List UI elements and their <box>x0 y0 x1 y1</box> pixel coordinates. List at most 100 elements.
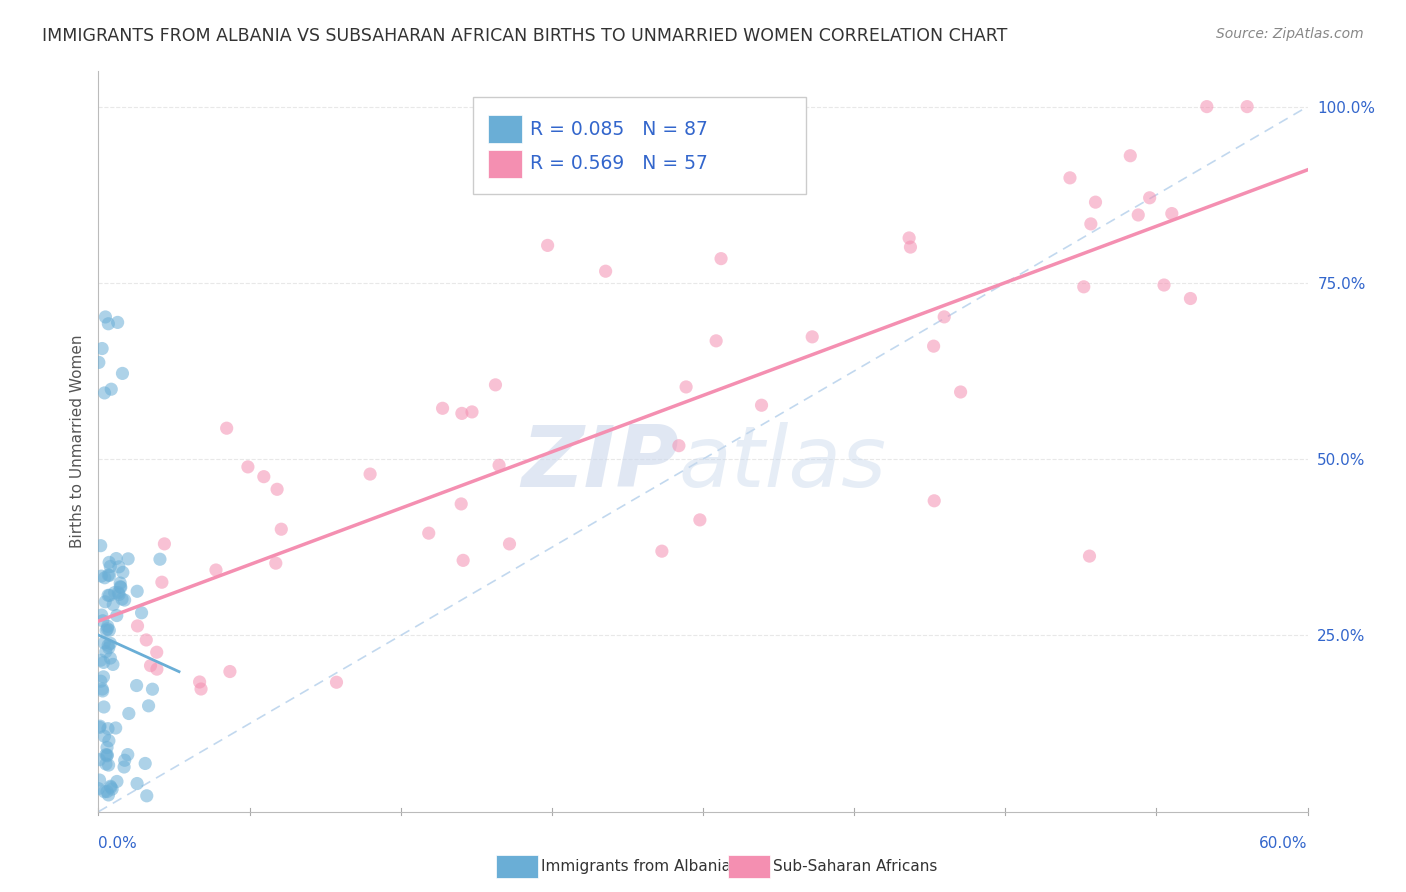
Point <box>105 551 128 566</box>
Point <box>236 459 259 474</box>
Point <box>675 380 697 394</box>
Point <box>1195 100 1218 114</box>
Point <box>112 760 135 774</box>
Point <box>111 367 134 381</box>
Point <box>91 342 114 356</box>
Point <box>135 632 157 647</box>
Point <box>94 645 117 659</box>
Point <box>93 656 115 670</box>
Point <box>97 788 120 802</box>
FancyBboxPatch shape <box>474 97 806 194</box>
Point <box>87 781 110 796</box>
Text: 0.0%: 0.0% <box>98 837 138 851</box>
Point <box>93 670 115 684</box>
Point <box>451 406 474 420</box>
Point <box>145 645 167 659</box>
Point <box>651 544 673 558</box>
Point <box>96 748 118 763</box>
Point <box>484 377 506 392</box>
Text: R = 0.569   N = 57: R = 0.569 N = 57 <box>530 154 709 173</box>
Point <box>94 756 117 771</box>
Point <box>87 355 110 369</box>
Point <box>689 513 711 527</box>
Point <box>450 497 472 511</box>
Y-axis label: Births to Unmarried Women: Births to Unmarried Women <box>69 334 84 549</box>
Point <box>139 658 162 673</box>
Point <box>108 559 131 574</box>
Point <box>149 552 172 566</box>
Point <box>93 385 115 400</box>
Point <box>751 398 773 412</box>
Point <box>98 588 121 602</box>
Point <box>949 384 972 399</box>
FancyBboxPatch shape <box>488 150 522 178</box>
Point <box>108 587 131 601</box>
Point <box>91 684 114 698</box>
Point <box>253 469 276 483</box>
Point <box>461 405 484 419</box>
Point <box>96 784 118 798</box>
Point <box>131 606 153 620</box>
Point <box>107 315 129 329</box>
Point <box>153 537 176 551</box>
Text: R = 0.085   N = 87: R = 0.085 N = 87 <box>530 120 709 138</box>
Point <box>93 729 115 743</box>
Point <box>325 675 347 690</box>
Point <box>498 537 520 551</box>
FancyBboxPatch shape <box>488 115 522 144</box>
Point <box>98 559 121 574</box>
Point <box>97 588 120 602</box>
Point <box>1180 292 1202 306</box>
Point <box>94 624 117 638</box>
Point <box>89 772 111 787</box>
Point <box>134 756 156 771</box>
Point <box>94 595 117 609</box>
Point <box>96 622 118 636</box>
Point <box>1153 278 1175 293</box>
Point <box>94 747 117 762</box>
Point <box>1078 549 1101 563</box>
Point <box>114 593 136 607</box>
Text: Sub-Saharan Africans: Sub-Saharan Africans <box>773 859 938 873</box>
Point <box>1084 195 1107 210</box>
Point <box>451 553 474 567</box>
Point <box>110 580 132 594</box>
Point <box>108 576 131 591</box>
Point <box>98 568 121 582</box>
Point <box>215 421 238 435</box>
Point <box>264 556 287 570</box>
Point <box>93 700 115 714</box>
Point <box>104 721 127 735</box>
Point <box>90 608 112 623</box>
Point <box>97 640 120 655</box>
Point <box>266 483 288 497</box>
Point <box>90 653 112 667</box>
Point <box>93 785 115 799</box>
Point <box>107 585 129 599</box>
Point <box>97 758 120 772</box>
Point <box>1119 149 1142 163</box>
Point <box>114 753 136 767</box>
Point <box>1236 100 1258 114</box>
Point <box>1080 217 1102 231</box>
Point <box>103 598 125 612</box>
Point <box>105 608 128 623</box>
Point <box>900 240 922 254</box>
Point <box>97 619 120 633</box>
Point <box>96 747 118 762</box>
Point <box>432 401 454 416</box>
Point <box>190 681 212 696</box>
Point <box>270 522 292 536</box>
Point <box>97 638 120 652</box>
Text: atlas: atlas <box>679 422 887 505</box>
Point <box>359 467 381 481</box>
Point <box>141 682 163 697</box>
Text: IMMIGRANTS FROM ALBANIA VS SUBSAHARAN AFRICAN BIRTHS TO UNMARRIED WOMEN CORRELAT: IMMIGRANTS FROM ALBANIA VS SUBSAHARAN AF… <box>42 27 1008 45</box>
Text: Immigrants from Albania: Immigrants from Albania <box>541 859 731 873</box>
Point <box>98 624 121 638</box>
Point <box>595 264 617 278</box>
Point <box>100 779 122 793</box>
Point <box>104 585 127 599</box>
Text: ZIP: ZIP <box>522 422 679 505</box>
Point <box>135 789 157 803</box>
